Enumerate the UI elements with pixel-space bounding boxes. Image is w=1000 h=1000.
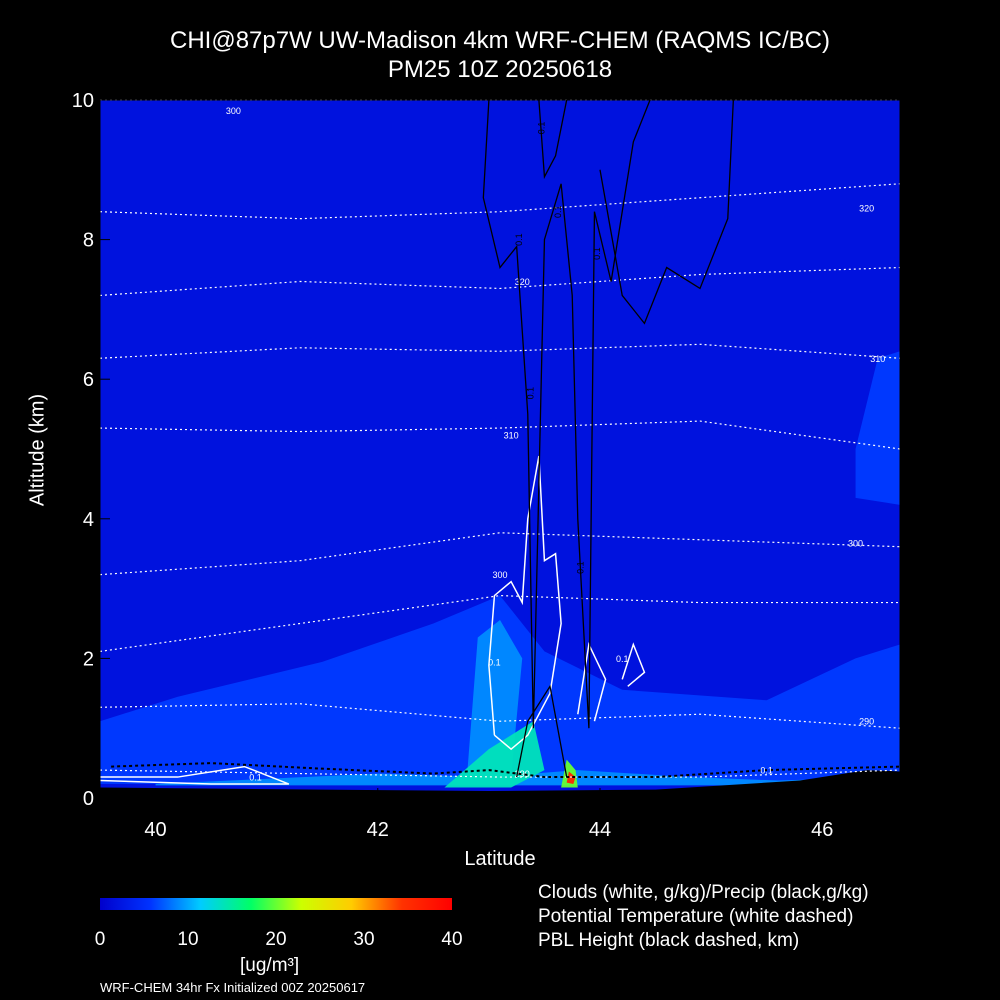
theta-contour-label: 300: [492, 570, 507, 580]
precip-contour: [516, 684, 568, 778]
precip-contour-label: 0.1: [575, 561, 585, 574]
precip-contour-label: 0.1: [514, 233, 524, 246]
theta-contour-label: 300: [848, 539, 863, 549]
precip-contour-label: 0.1: [553, 205, 563, 218]
theta-contour-label: 290: [515, 769, 530, 779]
legend-notes: Clouds (white, g/kg)/Precip (black,g/kg)…: [538, 881, 869, 953]
x-tick-label: 42: [367, 819, 389, 841]
theta-contour: [99, 266, 901, 297]
x-tick-label: 44: [589, 819, 611, 841]
x-tick-label: 46: [811, 819, 833, 841]
y-tick-label: 6: [83, 369, 94, 391]
theta-contour: [99, 183, 901, 220]
precip-contour: [538, 99, 568, 180]
y-tick-label: 2: [83, 648, 94, 670]
cloud-contour-label: 0.1: [488, 657, 501, 667]
theta-contour: [99, 594, 900, 653]
y-tick-label: 8: [83, 230, 94, 252]
legend-note-pbl: PBL Height (black dashed, km): [538, 930, 800, 951]
terrain: [100, 770, 900, 798]
colorbar-tick-label: 0: [95, 929, 106, 950]
chart-subtitle: PM25 10Z 20250618: [387, 56, 613, 83]
pm25-region-4: [444, 721, 545, 788]
contour-layer: 300 320 320 310 310 300 300 290 290 0.1 0.1 0.1 0.1 0…: [99, 99, 901, 785]
cloud-contour-label: 0.1: [616, 654, 629, 664]
legend-note-clouds: Clouds (white, g/kg)/Precip (black,g/kg): [538, 882, 869, 903]
colorbar-units: [ug/m³]: [240, 955, 300, 976]
theta-contour-label: 290: [859, 717, 874, 727]
pm25-field: [100, 100, 901, 798]
cloud-contour-label: 0.1: [760, 766, 773, 776]
precip-contour: [482, 99, 651, 729]
colorbar: 0 10 20 30 40: [95, 898, 463, 950]
precip-contour-label: 0.1: [525, 387, 535, 400]
pbl-height-line: [111, 762, 901, 779]
theta-contour-label: 310: [870, 354, 885, 364]
cloud-contour: [99, 765, 290, 785]
colorbar-tick-label: 20: [265, 929, 286, 950]
colorbar-tick-label: 40: [441, 929, 462, 950]
x-tick-label: 40: [144, 819, 166, 841]
theta-contour-label: 310: [504, 431, 519, 441]
theta-contour: [99, 769, 901, 778]
cloud-contour: [577, 641, 607, 722]
legend-note-theta: Potential Temperature (white dashed): [538, 906, 854, 927]
colorbar-tick-label: 30: [353, 929, 374, 950]
cloud-contour: [488, 455, 562, 751]
y-tick-label: 10: [72, 90, 94, 112]
theta-contour: [99, 343, 901, 359]
y-axis-label: Altitude (km): [26, 393, 49, 507]
precip-contour: [599, 99, 734, 325]
chart-title: CHI@87p7W UW-Madison 4km WRF-CHEM (RAQMS…: [170, 27, 830, 54]
theta-contour-label: 320: [859, 204, 874, 214]
plot-frame: [99, 99, 901, 799]
theta-contour-label: 300: [226, 106, 241, 116]
cloud-contour-label: 0.1: [249, 773, 262, 783]
x-axis-label: Latitude: [464, 848, 536, 870]
theta-contour: [99, 703, 901, 729]
footer-note: WRF-CHEM 34hr Fx Initialized 00Z 2025061…: [100, 980, 366, 995]
cloud-contour: [621, 642, 646, 687]
theta-contour-label: 320: [515, 277, 530, 287]
precip-contour-label: 0.1: [592, 247, 602, 260]
precip-contour-label: 0.1: [536, 122, 546, 135]
y-tick-label: 0: [83, 788, 94, 810]
theta-contour: [99, 420, 901, 450]
y-tick-label: 4: [83, 509, 94, 531]
pm25-region-6: [566, 771, 576, 785]
pm25-region-1: [855, 351, 900, 505]
colorbar-bar: [100, 898, 452, 910]
colorbar-tick-label: 10: [177, 929, 198, 950]
